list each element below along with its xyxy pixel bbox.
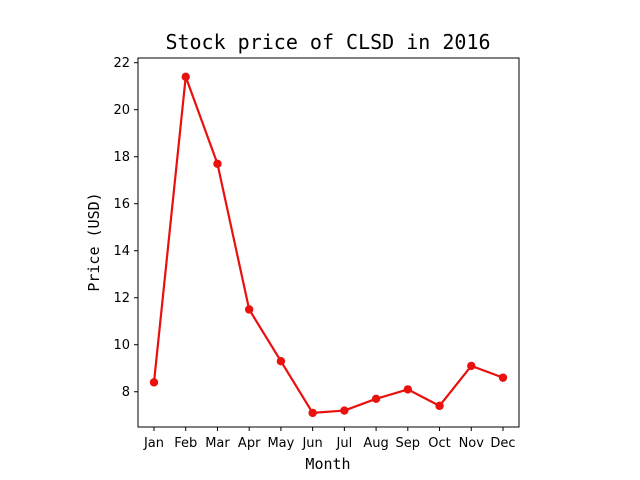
y-axis: 8 10 12 14 16 18 20 22 bbox=[113, 56, 138, 400]
x-tick-label: May bbox=[267, 436, 294, 451]
x-tick-label: Aug bbox=[363, 436, 388, 451]
data-point bbox=[181, 72, 190, 82]
series-line bbox=[152, 75, 504, 414]
data-point bbox=[213, 159, 222, 168]
data-point bbox=[403, 385, 413, 394]
data-point bbox=[276, 356, 286, 366]
y-tick-label: 20 bbox=[113, 103, 130, 118]
plot-area bbox=[137, 57, 520, 428]
x-tick-label: Mar bbox=[205, 436, 230, 451]
x-tick-label: Nov bbox=[459, 436, 485, 451]
data-point bbox=[340, 406, 349, 415]
x-tick-label: Feb bbox=[174, 436, 197, 451]
y-tick-label: 12 bbox=[113, 291, 130, 306]
data-point bbox=[371, 394, 381, 403]
x-tick-label: Jul bbox=[336, 436, 353, 451]
data-point bbox=[244, 305, 254, 314]
y-axis-label: Price (USD) bbox=[85, 192, 103, 291]
y-tick-label: 14 bbox=[113, 244, 130, 259]
series-layer bbox=[149, 72, 508, 418]
data-point bbox=[149, 378, 159, 387]
y-tick-label: 8 bbox=[122, 385, 130, 400]
y-tick-label: 10 bbox=[113, 338, 130, 353]
data-point bbox=[308, 408, 317, 418]
x-axis: Jan Feb Mar Apr May Jun Jul Aug Sep Oct Nov Dec bbox=[143, 427, 516, 451]
x-tick-label: Jan bbox=[143, 436, 164, 451]
x-tick-label: Jun bbox=[301, 436, 322, 451]
x-tick-label: Dec bbox=[490, 436, 515, 451]
x-tick-label: Apr bbox=[238, 436, 261, 451]
y-tick-label: 18 bbox=[113, 150, 130, 165]
data-point bbox=[467, 361, 476, 371]
x-tick-label: Oct bbox=[428, 436, 450, 451]
x-axis-label: Month bbox=[305, 455, 350, 473]
y-tick-label: 22 bbox=[113, 56, 130, 71]
y-tick-label: 16 bbox=[113, 197, 130, 212]
chart-title: Stock price of CLSD in 2016 bbox=[165, 30, 490, 54]
data-point bbox=[435, 401, 444, 411]
x-tick-label: Sep bbox=[396, 436, 421, 451]
data-point bbox=[498, 373, 508, 382]
